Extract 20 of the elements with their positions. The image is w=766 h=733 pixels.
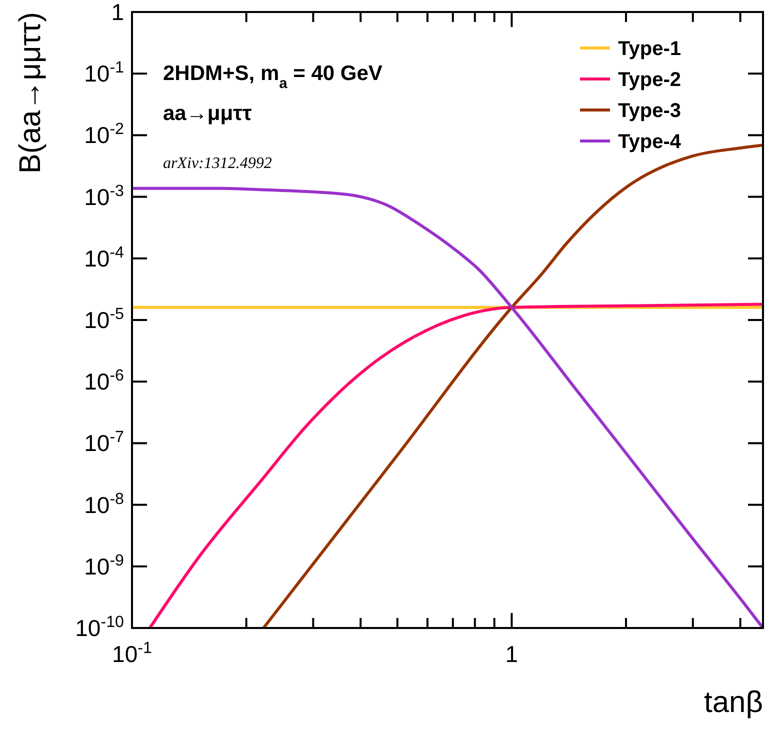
y-tick-label: 10$^{-3}$	[84, 182, 124, 210]
annotation: 2HDM+S, m$_{a}$ = 40 GeV	[163, 62, 382, 92]
annotation: arXiv:1312.4992	[163, 155, 272, 172]
y-tick-label: 10$^{-4}$	[84, 243, 124, 272]
legend-label: Type-2	[618, 69, 681, 91]
legend-label: Type-3	[618, 100, 681, 122]
y-tick-label: 10$^{-5}$	[84, 305, 124, 333]
legend-label: Type-1	[618, 38, 681, 60]
x-axis-title: tanβ	[704, 686, 763, 719]
y-tick-label: 10$^{-7}$	[84, 428, 124, 456]
y-tick-label: 1	[111, 0, 124, 25]
y-tick-label: 10$^{-6}$	[84, 366, 124, 395]
legend-label: Type-4	[618, 131, 682, 153]
y-tick-label: 10$^{-2}$	[84, 120, 124, 148]
y-tick-label: 10$^{-9}$	[84, 551, 124, 580]
y-tick-label: 10$^{-8}$	[84, 490, 124, 518]
y-tick-label: 10$^{-10}$	[75, 613, 124, 641]
y-axis-title: B(aa→μμττ)	[14, 12, 47, 174]
annotation: aa→μμττ	[163, 102, 252, 125]
y-tick-label: 10$^{-1}$	[84, 58, 124, 87]
